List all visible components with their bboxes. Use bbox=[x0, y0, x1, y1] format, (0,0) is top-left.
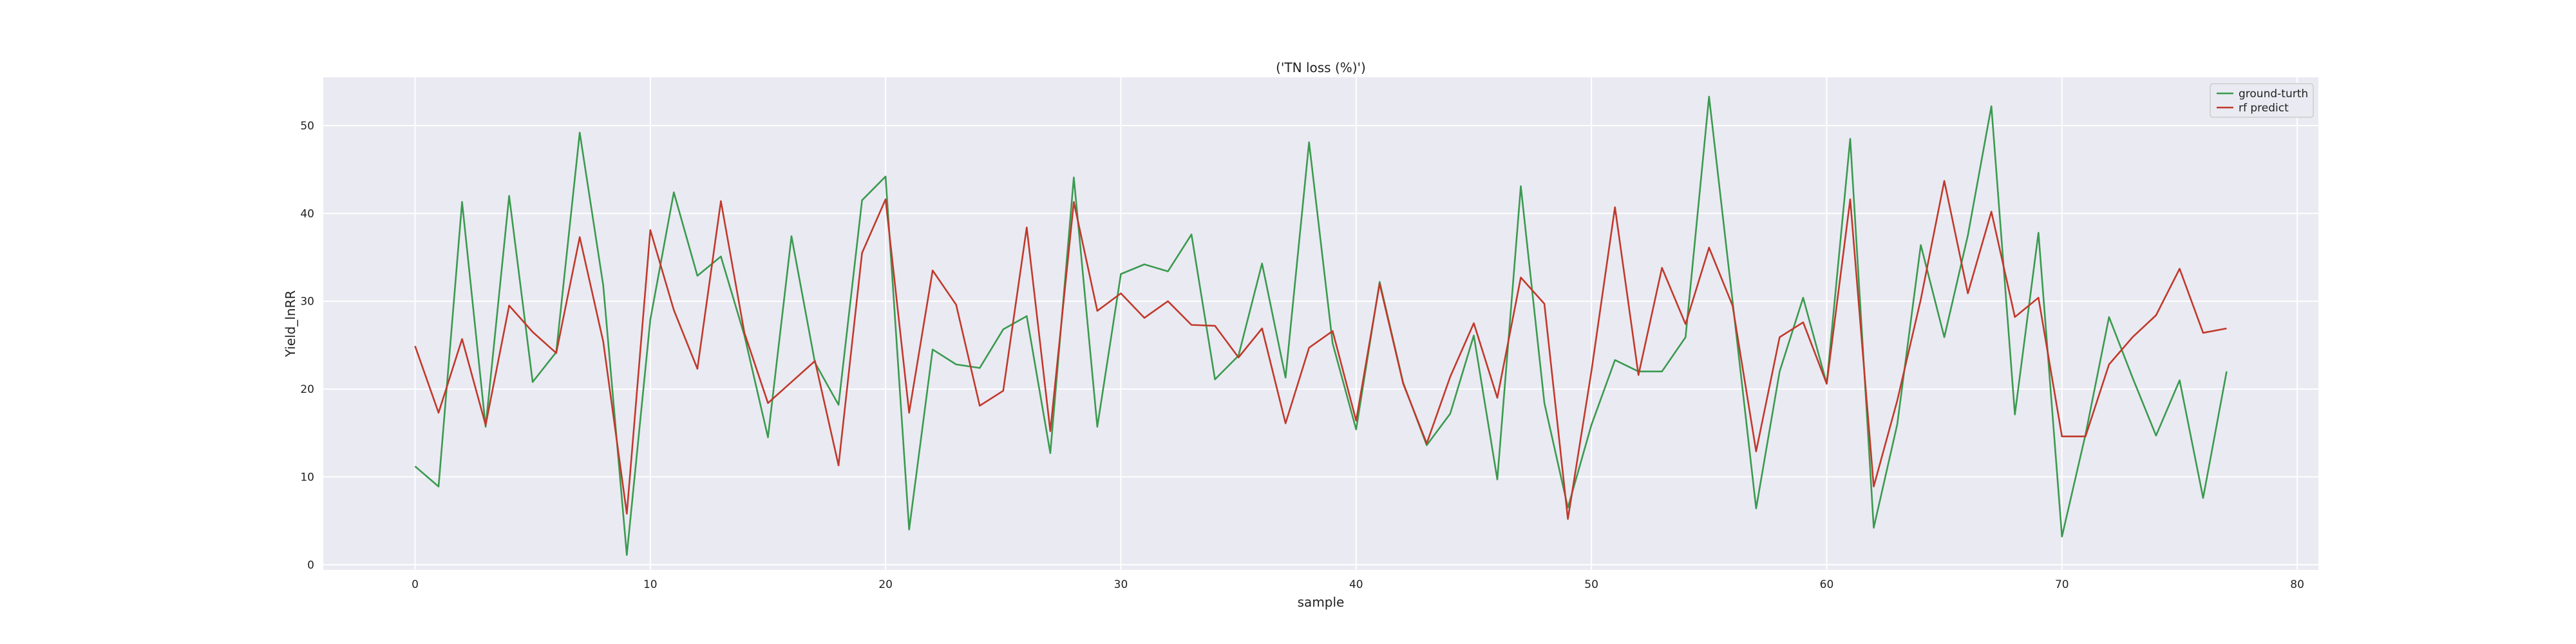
x-axis-label: sample bbox=[1298, 594, 1345, 610]
plot-area bbox=[323, 77, 2318, 570]
series-rf-predict bbox=[414, 180, 2227, 520]
y-tick-label: 0 bbox=[307, 559, 314, 572]
x-tick-label: 30 bbox=[1114, 578, 1128, 591]
x-tick-label: 70 bbox=[2055, 578, 2069, 591]
y-tick-label: 50 bbox=[300, 120, 314, 133]
x-tick-label: 10 bbox=[643, 578, 658, 591]
x-tick-label: 50 bbox=[1584, 578, 1598, 591]
x-tick-label: 0 bbox=[412, 578, 419, 591]
legend: ground-turth rf predict bbox=[2210, 83, 2314, 118]
x-tick-label: 20 bbox=[878, 578, 893, 591]
chart-title: ('TN loss (%)') bbox=[1276, 60, 1366, 75]
series-ground-turth bbox=[414, 95, 2228, 556]
y-tick-label: 40 bbox=[300, 207, 314, 220]
legend-label: ground-turth bbox=[2239, 88, 2308, 100]
legend-label: rf predict bbox=[2239, 102, 2289, 115]
x-tick-label: 80 bbox=[2290, 578, 2304, 591]
y-tick-label: 30 bbox=[300, 296, 314, 308]
legend-box bbox=[2210, 83, 2314, 118]
y-tick-label: 10 bbox=[300, 471, 314, 484]
x-tick-label: 60 bbox=[1820, 578, 1834, 591]
x-tick-label: 40 bbox=[1349, 578, 1363, 591]
series-line bbox=[414, 95, 2228, 556]
y-axis-label: Yield_lnRR bbox=[283, 290, 298, 358]
series-line bbox=[414, 180, 2227, 520]
gridlines bbox=[323, 77, 2318, 570]
y-tick-label: 20 bbox=[300, 383, 314, 396]
